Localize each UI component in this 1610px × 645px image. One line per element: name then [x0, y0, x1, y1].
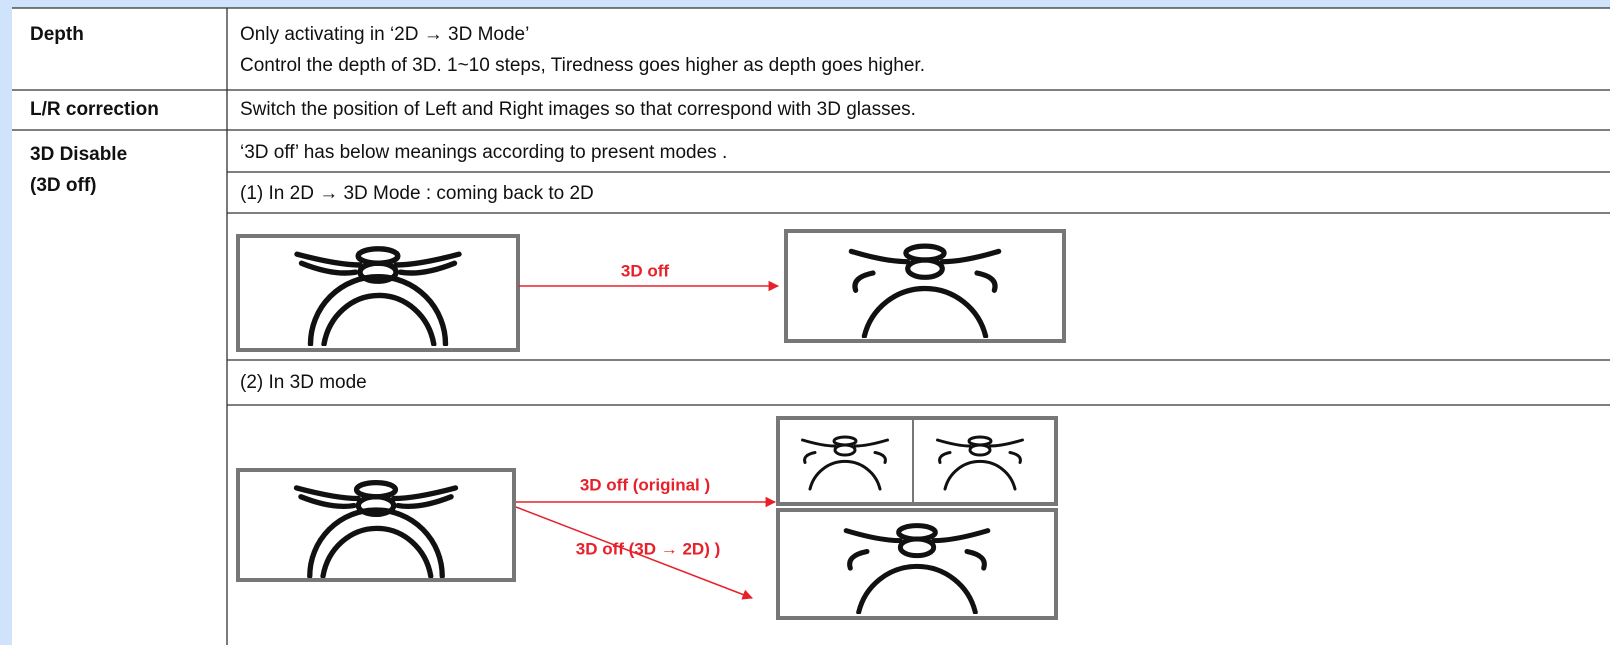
figure-2d-to-3d: [236, 229, 1066, 352]
row-label: 3D Disable: [30, 144, 127, 165]
row-description: ‘3D off’ has below meanings according to…: [240, 142, 727, 163]
case-title: (1) In 2D → 3D Mode : coming back to 2D: [240, 183, 594, 204]
row-label: L/R correction: [30, 99, 159, 120]
arrow-label: 3D off: [621, 261, 670, 280]
row-description: Control the depth of 3D. 1~10 steps, Tir…: [240, 55, 925, 76]
row-description: Switch the position of Left and Right im…: [240, 99, 916, 120]
row-label: Depth: [30, 24, 84, 45]
arrow-label: 3D off (3D → 2D) ): [576, 539, 721, 558]
arrow-label: 3D off (original ): [580, 475, 710, 494]
row-description: Only activating in ‘2D → 3D Mode’: [240, 24, 529, 45]
figure-3d-mode: [236, 416, 1058, 620]
case-title: (2) In 3D mode: [240, 372, 367, 393]
row-label: (3D off): [30, 175, 96, 196]
table-rules: [12, 7, 1610, 645]
